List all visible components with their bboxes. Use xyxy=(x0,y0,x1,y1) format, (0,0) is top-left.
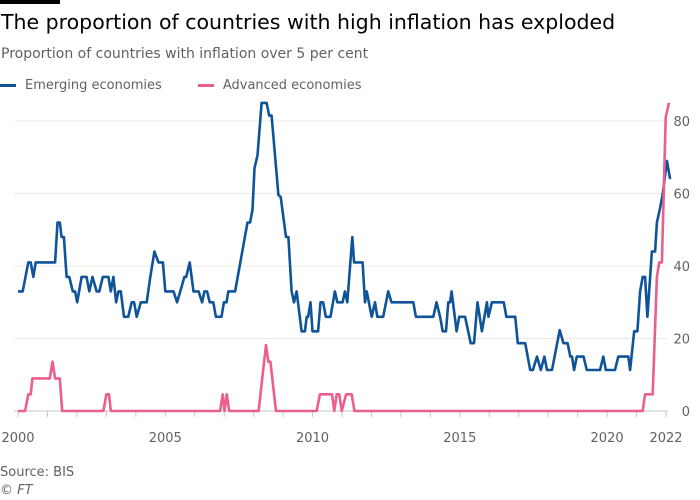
y-tick-label: 80 xyxy=(673,115,690,130)
x-tick-label: 2010 xyxy=(296,431,329,446)
legend-item-emerging: Emerging economies xyxy=(0,78,162,93)
legend: Emerging economies Advanced economies xyxy=(0,78,398,93)
x-tick-label: 2020 xyxy=(591,431,624,446)
series-line-advanced xyxy=(18,102,671,413)
x-tick-label: 2000 xyxy=(1,431,34,446)
source-note: Source: BIS xyxy=(0,465,75,480)
x-tick-label: 2022 xyxy=(649,431,682,446)
legend-label-emerging: Emerging economies xyxy=(25,78,162,93)
legend-swatch-emerging xyxy=(0,84,16,87)
legend-label-advanced: Advanced economies xyxy=(222,78,362,93)
y-tick-label: 60 xyxy=(673,188,690,203)
y-tick-label: 0 xyxy=(682,405,690,420)
chart-subtitle: Proportion of countries with inflation o… xyxy=(1,46,369,62)
chart-title: The proportion of countries with high in… xyxy=(1,10,616,34)
legend-swatch-advanced xyxy=(197,84,214,87)
y-tick-label: 20 xyxy=(673,333,690,348)
x-tick-label: 2005 xyxy=(149,431,182,446)
ft-top-bar xyxy=(0,0,60,4)
x-tick-label: 2015 xyxy=(443,431,476,446)
y-tick-label: 40 xyxy=(673,260,690,275)
legend-item-advanced: Advanced economies xyxy=(197,78,362,93)
ft-credit: © FT xyxy=(0,483,33,498)
series-line-emerging xyxy=(18,101,672,372)
